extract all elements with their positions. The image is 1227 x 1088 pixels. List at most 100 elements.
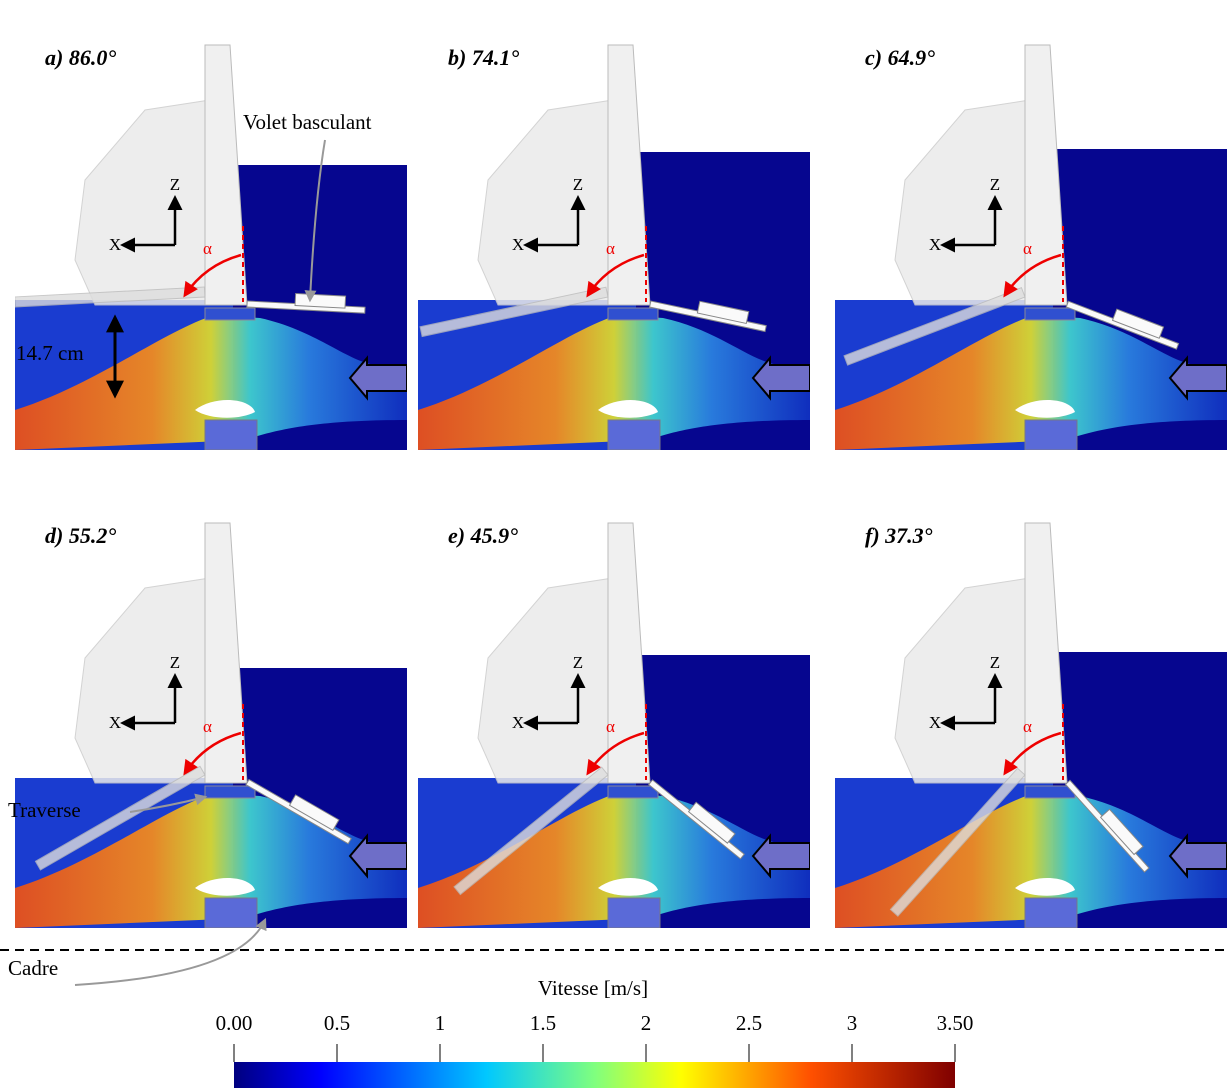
jet-flow [835, 315, 1227, 450]
frame-block [204, 897, 258, 928]
colorbar-tick-label: 1.5 [530, 1011, 556, 1035]
inflow-arrow [348, 833, 407, 879]
air-pocket [598, 400, 658, 418]
crossbeam [204, 307, 256, 321]
panels: a) 86.0°ZX αb) 74.1°ZX αc) 64.9°ZX αd) 55.2… [15, 44, 1227, 928]
upper-flap [889, 767, 1026, 917]
wall-shape [477, 99, 614, 306]
gate [204, 522, 248, 784]
upper-flap [453, 766, 609, 896]
frame-block [607, 419, 661, 450]
angle-arc [1003, 731, 1062, 776]
flap [648, 779, 745, 860]
wall-shape [477, 577, 614, 784]
x-label: X [929, 713, 941, 732]
flap-box [288, 794, 340, 831]
x-label: X [929, 235, 941, 254]
crossbeam-label: Traverse [8, 798, 81, 822]
simulation [15, 44, 407, 450]
panel: d) 55.2° Z X α [15, 522, 407, 928]
panel: e) 45.9° Z X α [418, 522, 810, 928]
angle-label: α [203, 717, 212, 736]
x-label: X [512, 235, 524, 254]
colorbar-tick-label: 3 [847, 1011, 858, 1035]
panel: a) 86.0° Z X α [15, 44, 407, 450]
panel-label: a) 86.0° [45, 45, 116, 70]
angle-arc [183, 731, 242, 776]
angle-label: α [1023, 717, 1032, 736]
jet-flow [835, 793, 1227, 928]
panel-label: b) 74.1° [448, 45, 519, 70]
inflow-arrow [1168, 355, 1227, 401]
crossbeam [204, 785, 256, 799]
simulation [835, 522, 1227, 928]
inflow-arrow [751, 833, 810, 879]
z-label: Z [573, 653, 583, 672]
flap [1065, 300, 1180, 350]
air-pocket [195, 400, 255, 418]
flap [648, 300, 767, 333]
panel-label: f) 37.3° [865, 523, 933, 548]
panel: b) 74.1° Z X α [418, 44, 810, 450]
colorbar-ticks: 0.00 0.5 1 1.5 2 2.5 3 3.50 [216, 1011, 974, 1062]
crossbeam-pointer [129, 793, 208, 813]
x-label: X [512, 713, 524, 732]
flap-box [1111, 308, 1165, 339]
angle-label: α [606, 717, 615, 736]
angle-arc [1003, 253, 1062, 298]
colorbar-tick-label: 0.5 [324, 1011, 350, 1035]
frame-block [1024, 419, 1078, 450]
angle-label: α [1023, 239, 1032, 258]
flap-box [1099, 808, 1144, 856]
angle-label: α [606, 239, 615, 258]
frame-block [204, 419, 258, 450]
wall-shape [74, 99, 211, 306]
colorbar [234, 1062, 955, 1088]
jet-flow [15, 793, 407, 928]
simulation [835, 44, 1227, 450]
colorbar-tick-label: 2 [641, 1011, 652, 1035]
panel-label: c) 64.9° [865, 45, 935, 70]
flap-box [294, 293, 347, 309]
air-pocket [1015, 878, 1075, 896]
crossbeam [607, 307, 659, 321]
simulation [15, 522, 407, 928]
angle-arc [586, 253, 645, 298]
wall-shape [894, 99, 1031, 306]
panel-label: d) 55.2° [45, 523, 116, 548]
z-label: Z [573, 175, 583, 194]
wall-shape [894, 577, 1031, 784]
flap-box [687, 801, 736, 844]
inflow-arrow [348, 355, 407, 401]
panel-label: e) 45.9° [448, 523, 518, 548]
colorbar-tick-label: 1 [435, 1011, 446, 1035]
angle-arc [586, 731, 645, 776]
angle-label: α [203, 239, 212, 258]
flap-pointer [304, 139, 326, 303]
flap-label: Volet basculant [243, 110, 372, 134]
crossbeam [1024, 785, 1076, 799]
panel: f) 37.3° Z X α [835, 522, 1227, 928]
colorbar-tick-label: 2.5 [736, 1011, 762, 1035]
flap [245, 778, 352, 845]
upper-flap [15, 286, 206, 308]
x-label: X [109, 235, 121, 254]
crossbeam [1024, 307, 1076, 321]
frame-block [1024, 897, 1078, 928]
inflow-arrow [751, 355, 810, 401]
z-label: Z [990, 175, 1000, 194]
frame-label: Cadre [8, 956, 58, 980]
jet-flow [418, 315, 810, 450]
simulation [418, 522, 810, 928]
upper-flap [419, 286, 609, 338]
z-label: Z [990, 653, 1000, 672]
jet-flow [15, 315, 407, 450]
colorbar-tick-label: 3.50 [937, 1011, 974, 1035]
z-label: Z [170, 175, 180, 194]
height-label: 14.7 cm [16, 341, 84, 365]
inflow-arrow [1168, 833, 1227, 879]
simulation [418, 44, 810, 450]
frame-pointer [74, 917, 267, 986]
upper-flap [34, 765, 206, 871]
